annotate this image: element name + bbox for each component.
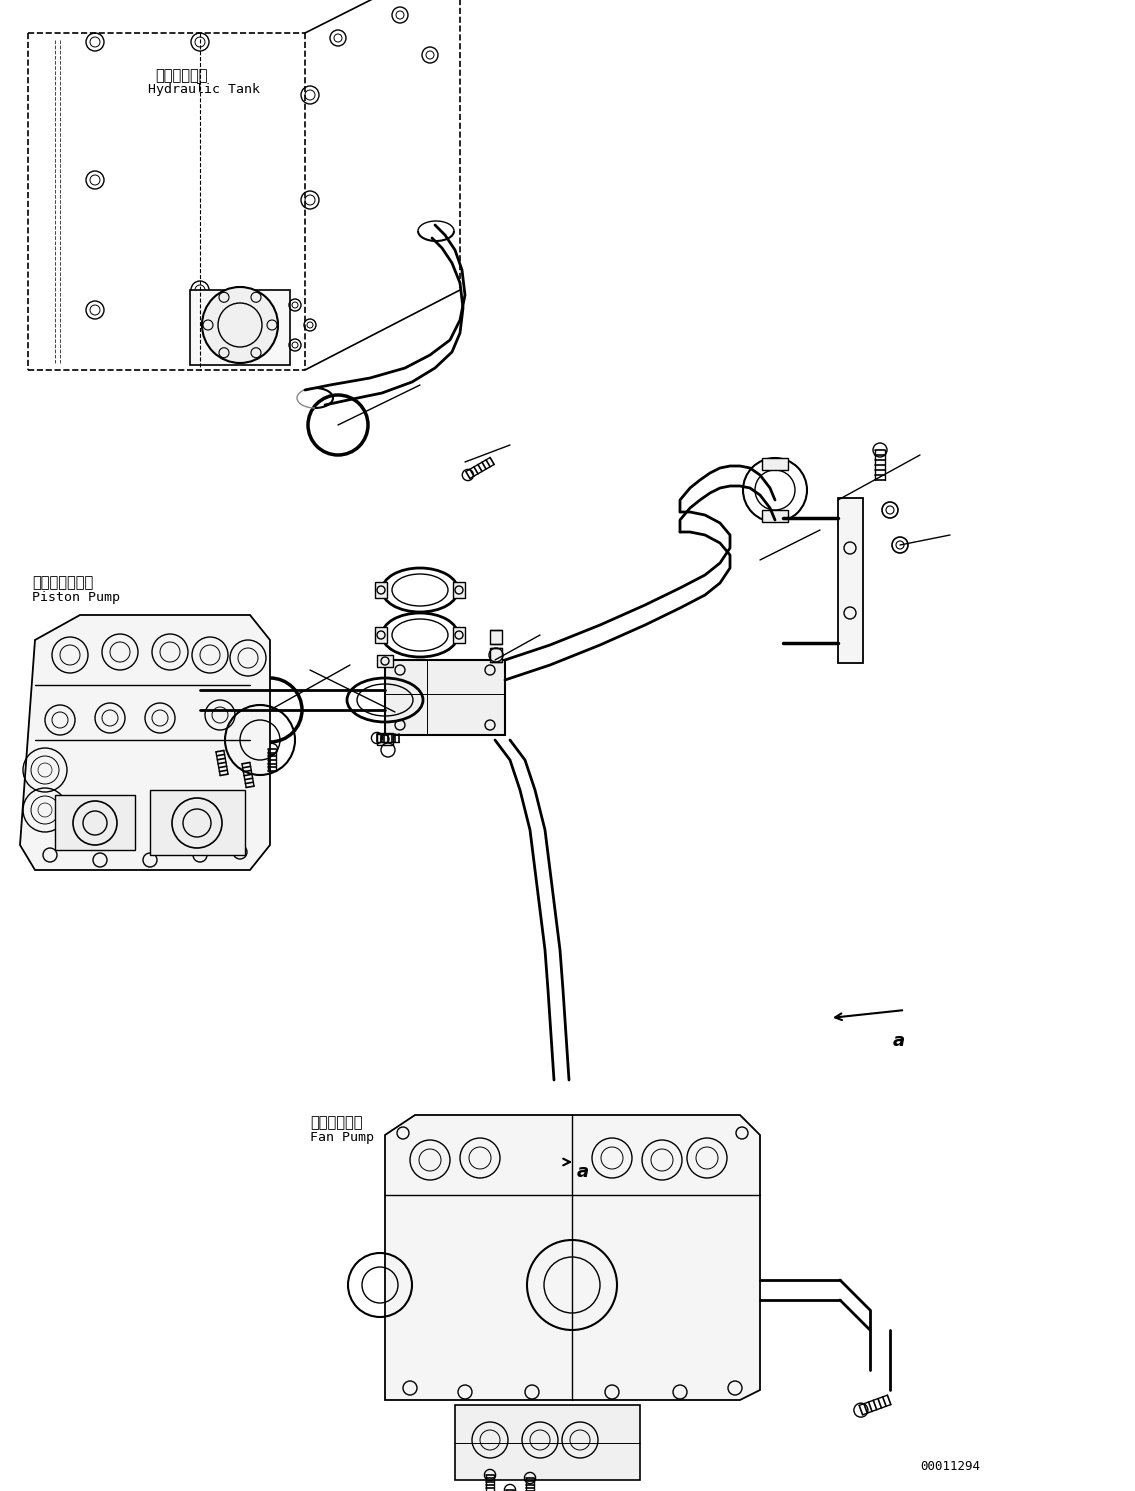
- Bar: [490, 649, 502, 662]
- Bar: [377, 734, 393, 746]
- Text: ピストンポンプ: ピストンポンプ: [32, 576, 93, 590]
- Text: a: a: [893, 1032, 905, 1050]
- Bar: [490, 631, 502, 644]
- Bar: [838, 498, 863, 663]
- Text: Piston Pump: Piston Pump: [32, 590, 120, 604]
- Text: Fan Pump: Fan Pump: [310, 1132, 375, 1144]
- Bar: [377, 655, 393, 666]
- Bar: [375, 628, 387, 643]
- Bar: [455, 1405, 640, 1481]
- Bar: [385, 661, 505, 735]
- Polygon shape: [155, 675, 205, 725]
- Circle shape: [202, 286, 278, 362]
- Text: 00011294: 00011294: [920, 1460, 980, 1473]
- Polygon shape: [385, 1115, 760, 1400]
- Bar: [453, 581, 465, 598]
- Text: Hydraulic Tank: Hydraulic Tank: [148, 83, 260, 95]
- Bar: [453, 628, 465, 643]
- Text: 作動油タンク: 作動油タンク: [155, 69, 208, 83]
- Polygon shape: [20, 614, 270, 871]
- Bar: [375, 581, 387, 598]
- Bar: [762, 458, 788, 470]
- Text: a: a: [577, 1163, 589, 1181]
- Text: ファンポンプ: ファンポンプ: [310, 1115, 362, 1130]
- Polygon shape: [190, 291, 291, 365]
- Bar: [54, 795, 135, 850]
- Bar: [150, 790, 245, 854]
- Bar: [762, 510, 788, 522]
